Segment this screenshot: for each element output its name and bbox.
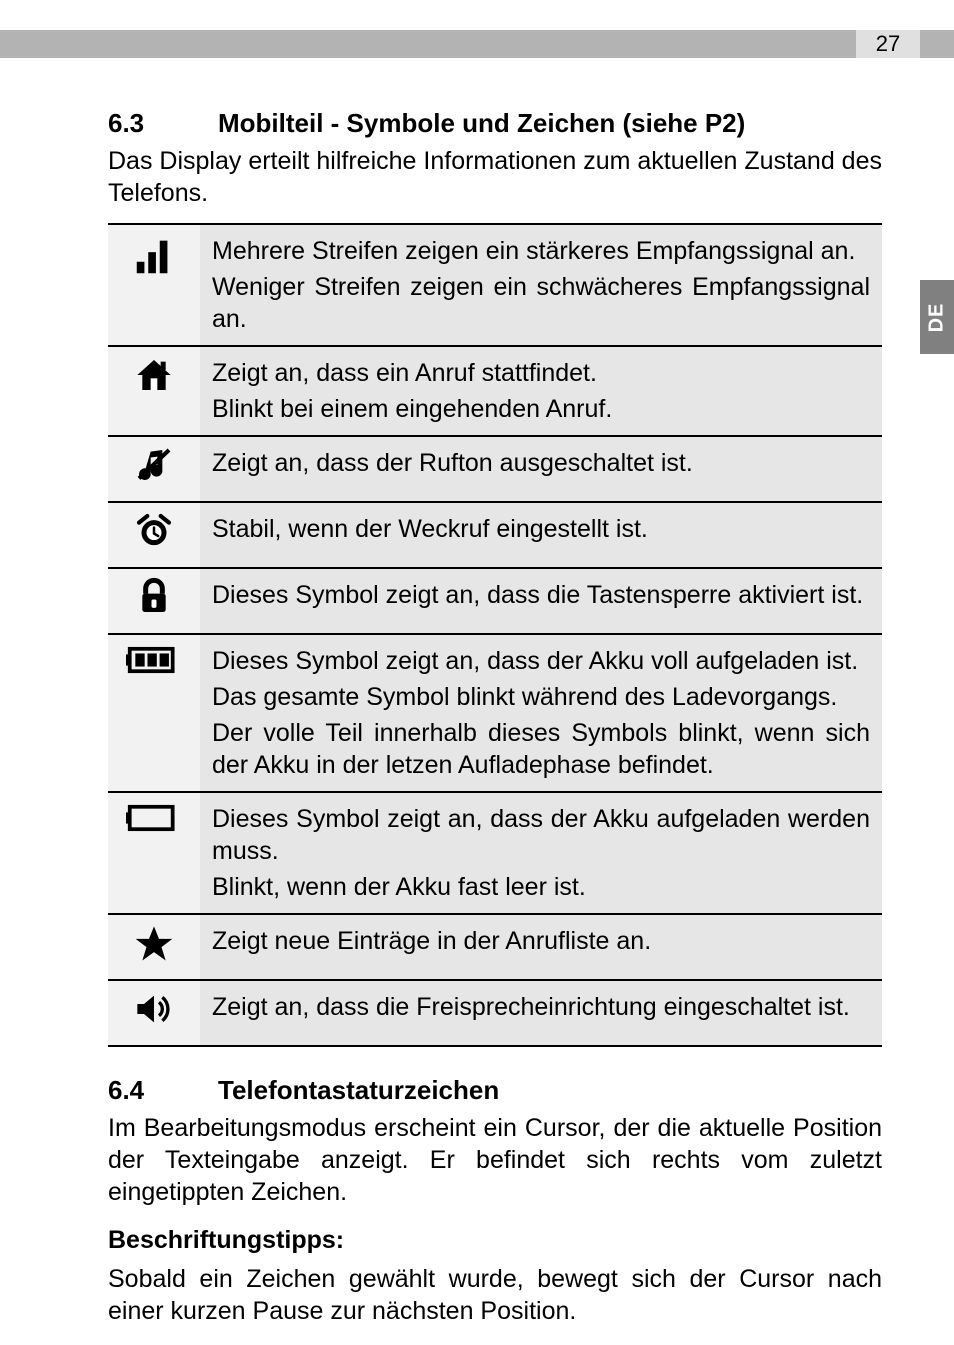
page-number: 27: [856, 30, 920, 58]
content: 6.3Mobilteil - Symbole und Zeichen (sieh…: [108, 108, 882, 1327]
row-text: Mehrere Streifen zeigen ein stärkeres Em…: [212, 235, 870, 267]
table-row: Dieses Symbol zeigt an, dass der Akku au…: [108, 792, 882, 914]
sub-body: Sobald ein Zeichen gewählt wurde, bewegt…: [108, 1263, 882, 1327]
row-text: Dieses Symbol zeigt an, dass der Akku vo…: [212, 645, 870, 677]
section-title: Mobilteil - Symbole und Zeichen (siehe P…: [218, 108, 745, 138]
text-cell: Dieses Symbol zeigt an, dass der Akku au…: [200, 792, 882, 914]
text-cell: Zeigt neue Einträge in der Anrufliste an…: [200, 914, 882, 980]
row-text: Der volle Teil innerhalb dieses Symbols …: [212, 717, 870, 781]
icon-cell: [108, 224, 200, 346]
heading-6-3: 6.3Mobilteil - Symbole und Zeichen (sieh…: [108, 108, 882, 139]
text-cell: Zeigt an, dass ein Anruf stattfindet. Bl…: [200, 346, 882, 436]
section-intro: Das Display erteilt hilfreiche Informati…: [108, 145, 882, 209]
row-text: Stabil, wenn der Weckruf eingestellt ist…: [212, 513, 870, 545]
section-6-4: 6.4Telefontastaturzeichen Im Bearbeitung…: [108, 1075, 882, 1327]
row-text: Dieses Symbol zeigt an, dass der Akku au…: [212, 803, 870, 867]
subheading: Beschriftungstipps:: [108, 1226, 882, 1255]
row-text: Blinkt bei einem eingehenden Anruf.: [212, 393, 870, 425]
lock-icon: [134, 577, 174, 617]
row-text: Dieses Symbol zeigt an, dass die Tastens…: [212, 579, 870, 611]
table-row: Zeigt an, dass der Rufton ausgeschaltet …: [108, 436, 882, 502]
row-text: Das gesamte Symbol blinkt während des La…: [212, 681, 870, 713]
row-text: Zeigt neue Einträge in der Anrufliste an…: [212, 925, 870, 957]
section-body: Im Bearbeitungsmodus erscheint ein Curso…: [108, 1112, 882, 1208]
table-row: Zeigt an, dass die Freisprecheinrichtung…: [108, 980, 882, 1046]
top-bar: [0, 30, 954, 58]
section-number: 6.4: [108, 1075, 218, 1106]
table-row: Zeigt an, dass ein Anruf stattfindet. Bl…: [108, 346, 882, 436]
page: 27 DE 6.3Mobilteil - Symbole und Zeichen…: [0, 0, 954, 1345]
row-text: Blinkt, wenn der Akku fast leer ist.: [212, 871, 870, 903]
section-number: 6.3: [108, 108, 218, 139]
table-row: Zeigt neue Einträge in der Anrufliste an…: [108, 914, 882, 980]
text-cell: Stabil, wenn der Weckruf eingestellt ist…: [200, 502, 882, 568]
battery-full-icon: [126, 643, 182, 677]
table-row: Dieses Symbol zeigt an, dass der Akku vo…: [108, 634, 882, 792]
icon-cell: [108, 634, 200, 792]
icon-cell: [108, 914, 200, 980]
house-icon: [134, 355, 174, 395]
icon-cell: [108, 792, 200, 914]
text-cell: Dieses Symbol zeigt an, dass der Akku vo…: [200, 634, 882, 792]
text-cell: Zeigt an, dass der Rufton ausgeschaltet …: [200, 436, 882, 502]
heading-6-4: 6.4Telefontastaturzeichen: [108, 1075, 882, 1106]
icon-cell: [108, 346, 200, 436]
icon-cell: [108, 436, 200, 502]
ringer-off-icon: [134, 445, 174, 485]
text-cell: Mehrere Streifen zeigen ein stärkeres Em…: [200, 224, 882, 346]
table-row: Stabil, wenn der Weckruf eingestellt ist…: [108, 502, 882, 568]
table-row: Mehrere Streifen zeigen ein stärkeres Em…: [108, 224, 882, 346]
row-text: Weniger Streifen zeigen ein schwächeres …: [212, 271, 870, 335]
star-icon: [134, 923, 174, 963]
icon-cell: [108, 980, 200, 1046]
language-tab: DE: [920, 280, 954, 354]
text-cell: Dieses Symbol zeigt an, dass die Tastens…: [200, 568, 882, 634]
row-text: Zeigt an, dass ein Anruf stattfindet.: [212, 357, 870, 389]
symbol-table: Mehrere Streifen zeigen ein stärkeres Em…: [108, 223, 882, 1047]
battery-empty-icon: [126, 801, 182, 835]
row-text: Zeigt an, dass der Rufton ausgeschaltet …: [212, 447, 870, 479]
text-cell: Zeigt an, dass die Freisprecheinrichtung…: [200, 980, 882, 1046]
speaker-icon: [134, 989, 174, 1029]
icon-cell: [108, 502, 200, 568]
row-text: Zeigt an, dass die Freisprecheinrichtung…: [212, 991, 870, 1023]
table-row: Dieses Symbol zeigt an, dass die Tastens…: [108, 568, 882, 634]
alarm-icon: [134, 511, 174, 551]
section-title: Telefontastaturzeichen: [218, 1075, 499, 1105]
signal-icon: [131, 233, 177, 279]
icon-cell: [108, 568, 200, 634]
